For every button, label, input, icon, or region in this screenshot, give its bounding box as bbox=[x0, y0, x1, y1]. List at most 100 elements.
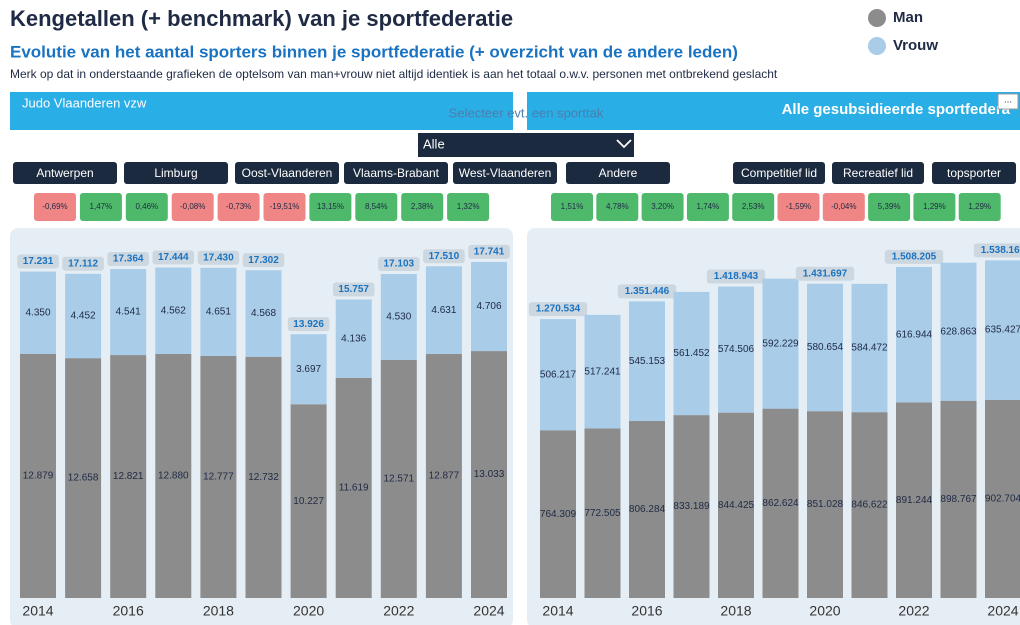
bar-vrouw bbox=[245, 270, 282, 357]
bar-vrouw bbox=[65, 273, 102, 359]
bar-value-label: 628.863 bbox=[940, 326, 977, 337]
bar-vrouw bbox=[584, 314, 621, 429]
growth-badge bbox=[958, 193, 1001, 221]
subtitle: Evolutie van het aantal sporters binnen … bbox=[10, 42, 738, 61]
filter-button[interactable] bbox=[235, 162, 339, 184]
total-label: 1.538.165 bbox=[981, 245, 1020, 256]
total-label-box bbox=[468, 244, 510, 259]
bar-vrouw bbox=[896, 266, 932, 403]
growth-badge bbox=[355, 193, 398, 221]
filter-button[interactable] bbox=[13, 162, 117, 184]
bar-value-label: 12.658 bbox=[68, 473, 99, 484]
bar-value-label: 4.631 bbox=[431, 305, 456, 316]
bar-value-label: 517.241 bbox=[584, 366, 621, 377]
growth-badge-label: 5,39% bbox=[878, 202, 901, 211]
menu-button[interactable] bbox=[997, 93, 1019, 110]
total-label: 17.112 bbox=[68, 258, 98, 269]
bar-man bbox=[762, 408, 799, 598]
filter-button-label: topsporter bbox=[947, 166, 1001, 180]
total-label-box bbox=[973, 243, 1020, 258]
sport-dropdown[interactable] bbox=[418, 133, 634, 157]
sport-value: Alle bbox=[423, 136, 445, 151]
bar-value-label: 4.568 bbox=[251, 308, 276, 319]
bar-man bbox=[290, 404, 327, 598]
total-label-box bbox=[17, 254, 59, 269]
filter-button[interactable] bbox=[124, 162, 228, 184]
bar-vrouw bbox=[718, 286, 754, 413]
x-tick-label: 2014 bbox=[22, 603, 53, 619]
bar-vrouw bbox=[851, 283, 888, 413]
x-tick-label: 2018 bbox=[203, 603, 234, 619]
bar-man bbox=[540, 430, 576, 598]
growth-badge-label: -0,73% bbox=[226, 202, 251, 211]
total-label-box bbox=[197, 250, 240, 265]
bar-value-label: 4.350 bbox=[25, 307, 50, 318]
x-tick-label: 2014 bbox=[542, 603, 573, 619]
bar-vrouw bbox=[807, 283, 843, 412]
bar-value-label: 10.227 bbox=[293, 496, 324, 507]
filter-button[interactable] bbox=[932, 162, 1016, 184]
growth-badge bbox=[217, 193, 260, 221]
bar-vrouw bbox=[540, 319, 576, 431]
bar-value-label: 11.619 bbox=[339, 483, 369, 494]
growth-badge bbox=[309, 193, 352, 221]
bar-value-label: 4.541 bbox=[116, 307, 141, 318]
x-tick-label: 2024 bbox=[987, 603, 1018, 619]
total-label: 1.431.697 bbox=[803, 268, 848, 279]
bar-value-label: 833.189 bbox=[673, 501, 710, 512]
total-label-box bbox=[884, 249, 944, 264]
x-tick-label: 2020 bbox=[293, 603, 324, 619]
growth-badge-label: 3,20% bbox=[651, 202, 674, 211]
total-label: 17.302 bbox=[248, 255, 279, 266]
growth-badge-label: 1,29% bbox=[968, 202, 991, 211]
bar-value-label: 891.244 bbox=[896, 495, 933, 506]
bar-value-label: 4.651 bbox=[206, 306, 231, 317]
growth-badge bbox=[447, 193, 490, 221]
filter-button[interactable] bbox=[566, 162, 670, 184]
bar-vrouw bbox=[155, 267, 192, 354]
growth-badge-label: 1,74% bbox=[697, 202, 720, 211]
x-tick-label: 2016 bbox=[631, 603, 662, 619]
growth-badge bbox=[401, 193, 444, 221]
filter-button[interactable] bbox=[344, 162, 448, 184]
bar-man bbox=[985, 399, 1020, 598]
total-label: 17.741 bbox=[474, 246, 505, 257]
bar-vrouw bbox=[471, 261, 507, 352]
growth-badge-label: 0,46% bbox=[135, 202, 158, 211]
total-label: 17.444 bbox=[158, 252, 189, 263]
bar-man bbox=[673, 415, 710, 598]
bar-value-label: 574.506 bbox=[718, 344, 755, 355]
sport-hint: Selecteer evt. een sporttak bbox=[449, 105, 604, 120]
total-label-box bbox=[423, 249, 465, 264]
growth-badge-label: 1,51% bbox=[561, 202, 584, 211]
filter-button-label: Vlaams-Brabant bbox=[353, 166, 440, 180]
growth-badge-label: 2,53% bbox=[742, 202, 765, 211]
filter-button[interactable] bbox=[453, 162, 557, 184]
growth-badge-label: 4,78% bbox=[606, 202, 629, 211]
bar-value-label: 898.767 bbox=[940, 494, 977, 505]
growth-badge bbox=[551, 193, 593, 221]
bar-value-label: 4.530 bbox=[386, 312, 411, 323]
bar-value-label: 616.944 bbox=[896, 329, 933, 340]
bar-value-label: 4.706 bbox=[476, 301, 501, 312]
x-tick-label: 2022 bbox=[898, 603, 929, 619]
filter-button[interactable] bbox=[733, 162, 825, 184]
bar-man bbox=[380, 359, 417, 598]
title: Kengetallen (+ benchmark) van je sportfe… bbox=[10, 6, 513, 31]
total-label: 1.418.943 bbox=[714, 271, 759, 282]
growth-badge-label: 1,47% bbox=[90, 202, 113, 211]
bar-value-label: 4.452 bbox=[71, 311, 96, 322]
bar-value-label: 584.472 bbox=[851, 343, 888, 354]
total-label-box bbox=[107, 251, 149, 266]
benchmark-filter[interactable] bbox=[527, 92, 1020, 130]
federation-filter[interactable] bbox=[10, 92, 513, 130]
bar-value-label: 4.562 bbox=[161, 305, 186, 316]
bar-value-label: 12.880 bbox=[158, 471, 189, 482]
growth-badge bbox=[822, 193, 865, 221]
legend-swatch bbox=[868, 37, 886, 55]
federation-label: Judo Vlaanderen vzw bbox=[22, 95, 147, 110]
bar-man bbox=[200, 355, 237, 598]
growth-badge-label: 2,38% bbox=[411, 202, 434, 211]
filter-button[interactable] bbox=[832, 162, 924, 184]
bar-value-label: 561.452 bbox=[673, 348, 710, 359]
